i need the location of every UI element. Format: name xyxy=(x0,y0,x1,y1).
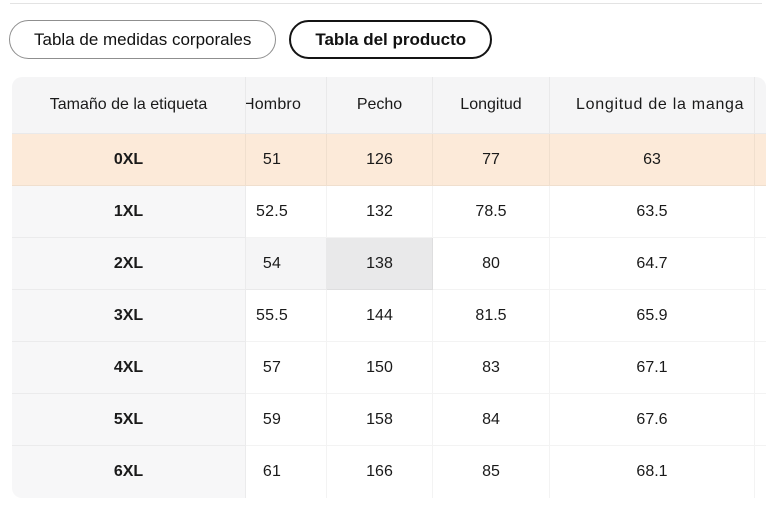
cell-overflow xyxy=(755,394,766,446)
cell-value: 61 xyxy=(246,446,327,498)
cell-size-label: 6XL xyxy=(12,446,246,498)
cell-value: 54 xyxy=(246,238,327,290)
cell-value: 158 xyxy=(327,394,433,446)
cell-overflow xyxy=(755,342,766,394)
cell-overflow xyxy=(755,238,766,290)
tab-body-measurements-label: Tabla de medidas corporales xyxy=(34,29,252,49)
top-divider xyxy=(10,3,762,4)
cell-value: 51 xyxy=(246,134,327,186)
cell-value: 85 xyxy=(433,446,550,498)
header-cell-longitud-de-la-manga: Longitud de la manga xyxy=(550,77,755,134)
cell-size-label: 5XL xyxy=(12,394,246,446)
cell-value: 166 xyxy=(327,446,433,498)
cell-value: 138 xyxy=(327,238,433,290)
tab-body-measurements[interactable]: Tabla de medidas corporales xyxy=(9,20,277,59)
cell-value: 67.1 xyxy=(550,342,755,394)
cell-value: 150 xyxy=(327,342,433,394)
cell-value: 132 xyxy=(327,186,433,238)
cell-overflow xyxy=(755,186,766,238)
cell-value: 63 xyxy=(550,134,755,186)
cell-size-label: 1XL xyxy=(12,186,246,238)
header-cell-pecho: Pecho xyxy=(327,77,433,134)
header-cell-longitud: Longitud xyxy=(433,77,550,134)
size-table-scroll-area[interactable]: Tamaño de la etiqueta Hombro Pecho Longitud… xyxy=(12,77,766,498)
cell-value: 64.7 xyxy=(550,238,755,290)
cell-value: 65.9 xyxy=(550,290,755,342)
tab-product-table-label: Tabla del producto xyxy=(315,29,467,49)
size-table: Tamaño de la etiqueta Hombro Pecho Longitud… xyxy=(12,77,766,498)
cell-value: 67.6 xyxy=(550,394,755,446)
header-cell-hombro: Hombro xyxy=(246,77,327,134)
header-cell-overflow xyxy=(755,77,766,134)
cell-size-label: 0XL xyxy=(12,134,246,186)
size-table-tabs: Tabla de medidas corporales Tabla del pr… xyxy=(9,20,493,59)
cell-value: 63.5 xyxy=(550,186,755,238)
cell-value: 144 xyxy=(327,290,433,342)
cell-value: 59 xyxy=(246,394,327,446)
cell-value: 81.5 xyxy=(433,290,550,342)
cell-value: 80 xyxy=(433,238,550,290)
cell-value: 55.5 xyxy=(246,290,327,342)
cell-value: 126 xyxy=(327,134,433,186)
cell-value: 84 xyxy=(433,394,550,446)
tab-product-table[interactable]: Tabla del producto xyxy=(289,20,493,59)
header-cell-tamano-de-la-etiqueta: Tamaño de la etiqueta xyxy=(12,77,246,134)
cell-value: 77 xyxy=(433,134,550,186)
cell-overflow xyxy=(755,290,766,342)
cell-value: 78.5 xyxy=(433,186,550,238)
cell-overflow xyxy=(755,134,766,186)
cell-value: 68.1 xyxy=(550,446,755,498)
cell-overflow xyxy=(755,446,766,498)
cell-value: 57 xyxy=(246,342,327,394)
cell-value: 52.5 xyxy=(246,186,327,238)
cell-size-label: 4XL xyxy=(12,342,246,394)
cell-value: 83 xyxy=(433,342,550,394)
cell-size-label: 2XL xyxy=(12,238,246,290)
cell-size-label: 3XL xyxy=(12,290,246,342)
